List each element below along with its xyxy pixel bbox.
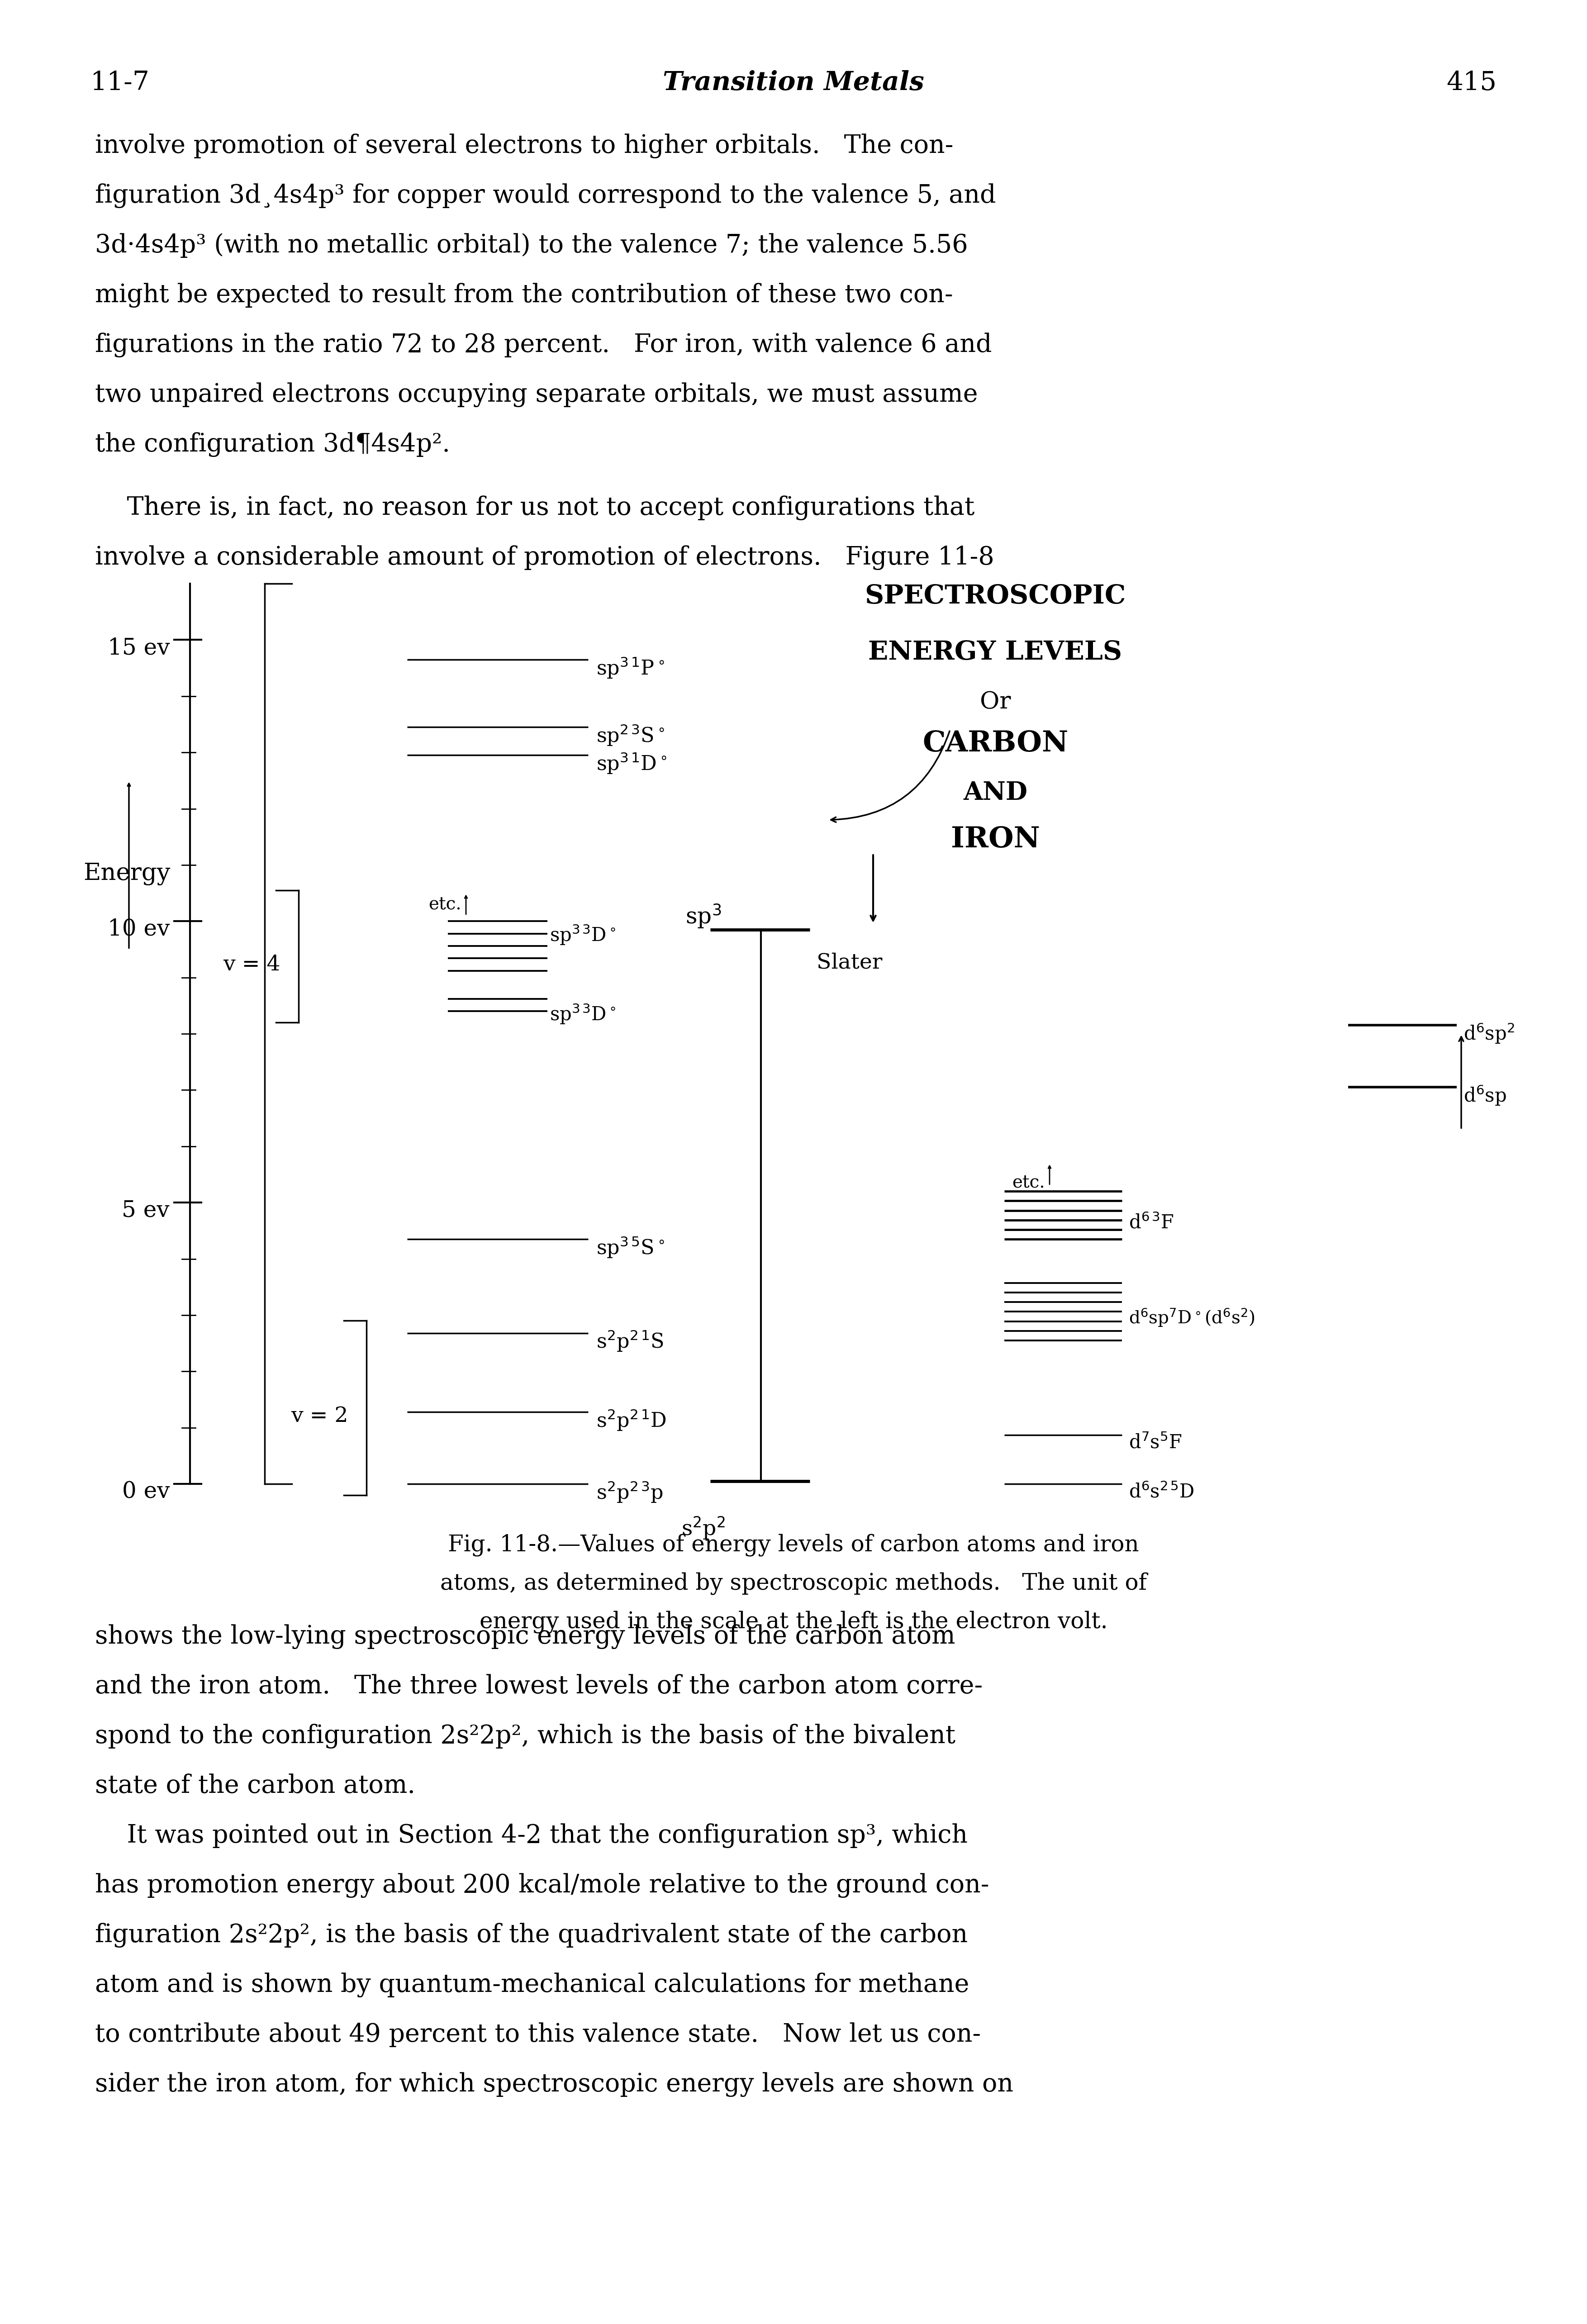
Text: It was pointed out in Section 4-2 that the configuration sp³, which: It was pointed out in Section 4-2 that t…	[95, 1824, 968, 1848]
Text: SPECTROSCOPIC: SPECTROSCOPIC	[865, 583, 1125, 609]
Text: AND: AND	[963, 781, 1027, 806]
Text: sp$^3$: sp$^3$	[686, 902, 722, 930]
Text: Slater: Slater	[817, 953, 882, 974]
Text: 3d·4s4p³ (with no metallic orbital) to the valence 7; the valence 5.56: 3d·4s4p³ (with no metallic orbital) to t…	[95, 232, 968, 258]
Text: atoms, as determined by spectroscopic methods.   The unit of: atoms, as determined by spectroscopic me…	[440, 1571, 1147, 1594]
Text: There is, in fact, no reason for us not to accept configurations that: There is, in fact, no reason for us not …	[95, 495, 974, 521]
Text: 5 ev: 5 ev	[122, 1199, 170, 1222]
Text: v = 2: v = 2	[290, 1406, 348, 1427]
Text: involve a considerable amount of promotion of electrons.   Figure 11-8: involve a considerable amount of promoti…	[95, 546, 993, 569]
Text: s$^2$p$^2$: s$^2$p$^2$	[681, 1515, 725, 1541]
Text: 11-7: 11-7	[90, 70, 149, 95]
Text: and the iron atom.   The three lowest levels of the carbon atom corre-: and the iron atom. The three lowest leve…	[95, 1673, 982, 1699]
Text: to contribute about 49 percent to this valence state.   Now let us con-: to contribute about 49 percent to this v…	[95, 2022, 981, 2047]
Text: sp$^{2\,3}$S$^\circ$: sp$^{2\,3}$S$^\circ$	[597, 723, 665, 748]
Text: figuration 3d¸4s4p³ for copper would correspond to the valence 5, and: figuration 3d¸4s4p³ for copper would cor…	[95, 184, 997, 207]
Text: 0 ev: 0 ev	[122, 1480, 170, 1504]
Text: 10 ev: 10 ev	[108, 918, 170, 941]
Text: d$^6$s$^{2\,5}$D: d$^6$s$^{2\,5}$D	[1128, 1483, 1193, 1501]
Text: ENERGY LEVELS: ENERGY LEVELS	[868, 639, 1122, 665]
Text: figurations in the ratio 72 to 28 percent.   For iron, with valence 6 and: figurations in the ratio 72 to 28 percen…	[95, 332, 992, 358]
Text: state of the carbon atom.: state of the carbon atom.	[95, 1773, 416, 1799]
Text: Transition Metals: Transition Metals	[663, 70, 924, 95]
Text: involve promotion of several electrons to higher orbitals.   The con-: involve promotion of several electrons t…	[95, 132, 954, 158]
Text: might be expected to result from the contribution of these two con-: might be expected to result from the con…	[95, 284, 954, 307]
Text: etc.: etc.	[1013, 1174, 1044, 1190]
Text: IRON: IRON	[951, 825, 1039, 853]
Text: Or: Or	[979, 690, 1011, 713]
Text: 15 ev: 15 ev	[108, 637, 170, 660]
Text: 415: 415	[1446, 70, 1497, 95]
Text: d$^6$sp: d$^6$sp	[1463, 1083, 1506, 1106]
Text: Fig. 11-8.—Values of energy levels of carbon atoms and iron: Fig. 11-8.—Values of energy levels of ca…	[448, 1534, 1139, 1557]
Text: has promotion energy about 200 kcal/mole relative to the ground con-: has promotion energy about 200 kcal/mole…	[95, 1873, 989, 1899]
Text: Energy: Energy	[83, 862, 170, 885]
Text: s$^2$p$^{2\,3}$p: s$^2$p$^{2\,3}$p	[597, 1480, 663, 1504]
Text: d$^7$s$^5$F: d$^7$s$^5$F	[1128, 1434, 1182, 1452]
Text: d$^{6\,3}$F: d$^{6\,3}$F	[1128, 1213, 1173, 1232]
Text: v = 4: v = 4	[224, 955, 281, 974]
Text: two unpaired electrons occupying separate orbitals, we must assume: two unpaired electrons occupying separat…	[95, 381, 978, 407]
Text: atom and is shown by quantum-mechanical calculations for methane: atom and is shown by quantum-mechanical …	[95, 1973, 970, 1996]
Text: CARBON: CARBON	[922, 730, 1068, 758]
Text: s$^2$p$^{2\,1}$D: s$^2$p$^{2\,1}$D	[597, 1408, 667, 1432]
Text: etc.: etc.	[428, 897, 462, 913]
Text: shows the low-lying spectroscopic energy levels of the carbon atom: shows the low-lying spectroscopic energy…	[95, 1624, 955, 1650]
Text: sp$^{3\,1}$D$^\circ$: sp$^{3\,1}$D$^\circ$	[597, 751, 667, 776]
Text: sp$^{3\,3}$D$^\circ$: sp$^{3\,3}$D$^\circ$	[549, 1002, 616, 1025]
Text: sp$^{3\,5}$S$^\circ$: sp$^{3\,5}$S$^\circ$	[597, 1234, 665, 1260]
Text: sp$^{3\,1}$P$^\circ$: sp$^{3\,1}$P$^\circ$	[597, 655, 665, 681]
Text: s$^2$p$^{2\,1}$S: s$^2$p$^{2\,1}$S	[597, 1329, 663, 1353]
Text: d$^6$sp$^2$: d$^6$sp$^2$	[1463, 1023, 1514, 1046]
Text: spond to the configuration 2s²2p², which is the basis of the bivalent: spond to the configuration 2s²2p², which…	[95, 1724, 955, 1748]
Text: d$^6$sp$^7$D$^\circ$(d$^6$s$^2$): d$^6$sp$^7$D$^\circ$(d$^6$s$^2$)	[1128, 1306, 1255, 1329]
Text: sp$^{3\,3}$D$^\circ$: sp$^{3\,3}$D$^\circ$	[549, 923, 616, 946]
Text: energy used in the scale at the left is the electron volt.: energy used in the scale at the left is …	[479, 1611, 1108, 1634]
Text: the configuration 3d¶4s4p².: the configuration 3d¶4s4p².	[95, 432, 451, 458]
Text: sider the iron atom, for which spectroscopic energy levels are shown on: sider the iron atom, for which spectrosc…	[95, 2073, 1014, 2096]
Text: figuration 2s²2p², is the basis of the quadrivalent state of the carbon: figuration 2s²2p², is the basis of the q…	[95, 1922, 968, 1948]
